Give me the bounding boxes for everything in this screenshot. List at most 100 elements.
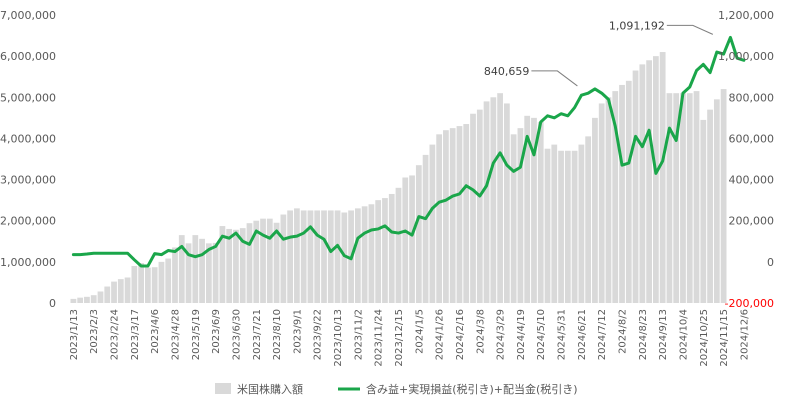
bar (145, 267, 151, 303)
bar (246, 223, 253, 303)
bar (354, 208, 361, 303)
x-axis-tick-label: 2023/2/24 (110, 309, 121, 360)
left-axis-tick-label: 7,000,000 (0, 9, 56, 22)
bar (571, 150, 578, 303)
bar (70, 298, 77, 303)
bar (111, 281, 117, 303)
left-axis-tick-label: 6,000,000 (0, 50, 56, 63)
bar (449, 128, 456, 303)
x-axis-tick-labels: 2023/1/13 2023/2/3 2023/2/24 2023/3/17 2023/… (69, 309, 751, 367)
x-axis-tick-label: 2023/4/28 (170, 309, 181, 360)
bar (558, 150, 564, 303)
x-axis-tick-label: 2023/11/24 (374, 309, 385, 367)
bar (544, 148, 551, 303)
bar (537, 121, 544, 303)
x-axis-tick-label: 2023/9/22 (313, 309, 324, 360)
data-label: 840,659 (484, 65, 530, 78)
bar (429, 144, 436, 303)
bar (625, 80, 632, 303)
legend-line-label: 含み益+実現損益(税引き)+配当金(税引き) (366, 382, 578, 396)
x-axis-tick-label: 2023/6/9 (211, 309, 222, 354)
left-axis-tick-label: 1,000,000 (0, 256, 56, 269)
bar (131, 265, 138, 303)
data-label: 1,091,192 (609, 19, 665, 32)
x-axis-tick-label: 2023/12/15 (394, 309, 405, 367)
right-axis-tick-label: 600,000 (729, 132, 775, 145)
bar (713, 99, 720, 303)
bar (422, 154, 429, 303)
right-axis-tick-labels: -200,000 0 200,000 400,000 600,000 800,000 1,0… (718, 9, 774, 310)
bar (619, 84, 625, 303)
bar (226, 228, 233, 303)
bar (294, 208, 300, 303)
bar (199, 238, 205, 303)
bar (219, 226, 226, 303)
legend: 米国株購入額 含み益+実現損益(税引き)+配当金(税引き) (215, 382, 578, 396)
bar (585, 136, 592, 303)
bar (443, 130, 449, 303)
x-axis-tick-label: 2024/3/29 (496, 309, 507, 360)
annotations: 840,659 1,091,192 (484, 19, 714, 87)
right-axis-tick-label: -200,000 (725, 297, 774, 310)
bar (266, 218, 273, 303)
bar (307, 210, 314, 303)
x-axis-tick-label: 2023/10/13 (333, 309, 344, 367)
x-axis-tick-label: 2024/5/31 (557, 309, 568, 360)
right-axis-tick-label: 1,000,000 (718, 50, 774, 63)
bar (185, 243, 192, 303)
x-axis-tick-label: 2024/6/21 (577, 309, 588, 360)
bar (456, 126, 463, 303)
bar (666, 93, 673, 303)
bar (327, 210, 334, 303)
x-axis-tick-label: 2024/1/5 (414, 309, 425, 354)
bar (693, 91, 700, 303)
x-axis-tick-label: 2024/3/8 (475, 309, 486, 354)
left-axis-tick-label: 5,000,000 (0, 91, 56, 104)
bar (368, 204, 375, 303)
left-axis-tick-label: 3,000,000 (0, 174, 56, 187)
bar (124, 277, 131, 303)
bar (612, 91, 619, 303)
left-axis-tick-label: 2,000,000 (0, 215, 56, 228)
x-axis-tick-label: 2023/9/1 (292, 309, 303, 354)
line-path (71, 35, 746, 268)
bar (646, 60, 652, 304)
x-axis-tick-label: 2023/6/30 (231, 309, 242, 360)
bar (659, 52, 666, 303)
bar (673, 93, 680, 303)
bar (192, 235, 199, 303)
bar (97, 291, 104, 303)
left-axis-tick-label: 4,000,000 (0, 132, 56, 145)
bar (361, 206, 368, 303)
bar (341, 212, 348, 303)
bar (90, 295, 97, 303)
bar (151, 267, 158, 303)
bar (598, 103, 605, 304)
bar (592, 117, 598, 303)
bar (395, 187, 402, 303)
bar (117, 279, 124, 303)
x-axis-tick-label: 2024/12/6 (739, 309, 750, 360)
bar (564, 150, 571, 303)
bar (382, 198, 388, 303)
bar (158, 261, 165, 303)
bar (510, 134, 517, 303)
bar (205, 243, 212, 303)
bar (686, 93, 693, 303)
x-axis-tick-label: 2023/8/10 (272, 309, 283, 360)
x-axis-tick-label: 2023/7/21 (252, 309, 263, 360)
bar (497, 93, 503, 303)
bar (524, 115, 531, 303)
x-axis-tick-label: 2023/1/13 (69, 309, 80, 360)
bar (639, 64, 646, 304)
bar-series (70, 52, 727, 304)
right-axis-tick-label: 200,000 (729, 215, 775, 228)
bar (578, 144, 585, 303)
bar (463, 124, 470, 303)
bar (707, 109, 713, 303)
line-series (71, 35, 746, 268)
x-axis-tick-label: 2024/11/15 (719, 309, 730, 367)
bar (605, 97, 612, 303)
